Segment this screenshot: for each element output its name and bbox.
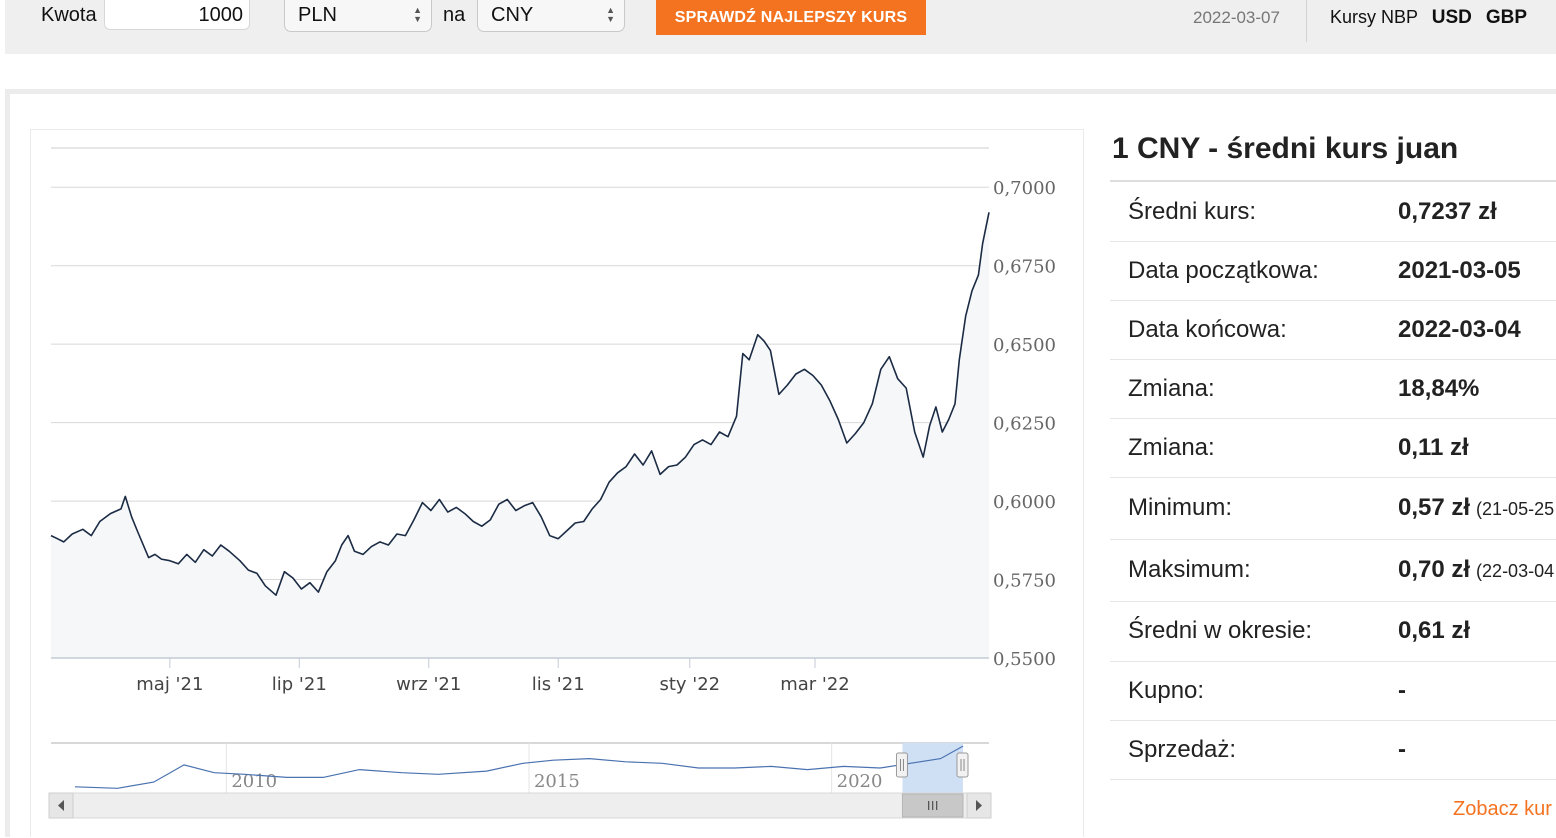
converter-bar: Kwota 1000 PLN ▲ ▼ na CNY ▲ ▼ SPRAWDŹ NAJL… (5, 0, 1556, 54)
main-panel (5, 89, 1556, 837)
y-tick-label: 0,6250 (993, 414, 1056, 435)
info-value-text: 0,11 zł (1398, 434, 1469, 461)
rate-series-line (50, 212, 990, 596)
info-value-text: 2021-03-05 (1398, 257, 1521, 284)
info-label: Średni w okresie: (1128, 617, 1313, 644)
info-row: Średni kurs: 0,7237 zł (1110, 182, 1556, 242)
info-label: Data końcowa: (1128, 316, 1287, 343)
exchange-rate-chart: 0,5500 0,5750 0,6000 0,6250 0,6500 0,6750 0,70… (30, 129, 1084, 837)
info-value-text: 0,7237 zł (1398, 198, 1497, 225)
scrollbar-track[interactable] (48, 792, 992, 819)
info-value-text: 0,57 zł (1398, 494, 1471, 521)
info-value-text: 0,70 zł (1398, 556, 1471, 583)
navigator-series-line (74, 745, 964, 789)
info-label: Kupno: (1128, 677, 1205, 704)
chart-svg: 0,5500 0,5750 0,6000 0,6250 0,6500 0,6750 0,70… (48, 147, 1056, 819)
info-label: Maksimum: (1128, 556, 1251, 583)
rate-date: 2022-03-07 (1193, 8, 1280, 27)
chart-area (51, 212, 989, 659)
rate-title: 1 CNY - średni kurs juan (1112, 132, 1459, 165)
info-value-date: (22-03-04 (1476, 561, 1555, 581)
to-currency-select[interactable]: CNY ▲ ▼ (477, 0, 625, 32)
info-value-text: - (1398, 736, 1406, 763)
select-arrows-icon: ▲ ▼ (413, 5, 422, 24)
info-value-date: (21-05-25 (1476, 499, 1555, 519)
info-label: Zmiana: (1128, 434, 1215, 461)
info-value: 0,7237 zł (1398, 198, 1497, 226)
from-currency-value: PLN (298, 4, 337, 26)
info-row: Data początkowa: 2021-03-05 (1110, 241, 1556, 301)
y-tick-label: 0,6750 (993, 257, 1056, 278)
y-tick-label: 0,6000 (993, 492, 1056, 513)
y-tick-label: 0,6500 (993, 335, 1056, 356)
info-value: 2021-03-05 (1398, 257, 1521, 285)
info-label: Sprzedaż: (1128, 736, 1237, 763)
info-row: Maksimum: 0,70 zł (22-03-04 (1110, 539, 1556, 602)
x-tick-label: maj '21 (136, 674, 203, 695)
info-value: - (1398, 736, 1406, 764)
divider (1306, 0, 1307, 42)
info-value-text: - (1398, 677, 1406, 704)
nbp-rates: Kursy NBP USD GBP (1330, 7, 1527, 29)
info-row: Minimum: 0,57 zł (21-05-25 (1110, 477, 1556, 540)
amount-label: Kwota (41, 4, 97, 26)
x-tick-label: wrz '21 (396, 674, 461, 695)
info-row: Sprzedaż: - (1110, 720, 1556, 780)
from-currency-select[interactable]: PLN ▲ ▼ (284, 0, 432, 32)
info-value: 0,11 zł (1398, 434, 1469, 462)
y-tick-label: 0,5500 (993, 649, 1056, 670)
chevron-left-icon (58, 800, 64, 811)
title-underline (1110, 180, 1556, 182)
x-tick-label: lip '21 (272, 674, 327, 695)
navigator-background (51, 743, 989, 793)
info-label: Zmiana: (1128, 375, 1215, 402)
see-more-link[interactable]: Zobacz kur (1453, 798, 1552, 820)
nbp-link-usd[interactable]: USD (1431, 7, 1472, 28)
y-tick-label: 0,7000 (993, 178, 1056, 199)
info-row: Zmiana: 18,84% (1110, 359, 1556, 419)
check-best-rate-button[interactable]: SPRAWDŹ NAJLEPSZY KURS (656, 0, 926, 35)
navigator-handle[interactable] (895, 752, 908, 778)
info-label: Minimum: (1128, 494, 1233, 521)
amount-input[interactable]: 1000 (104, 0, 250, 30)
info-value: 2022-03-04 (1398, 316, 1521, 344)
info-value: 18,84% (1398, 375, 1479, 403)
info-value-text: 18,84% (1398, 375, 1480, 402)
chevron-right-icon (976, 800, 982, 811)
info-value-text: 0,61 zł (1398, 617, 1471, 644)
nbp-label: Kursy NBP (1330, 7, 1418, 27)
info-value-text: 2022-03-04 (1398, 316, 1521, 343)
info-value: - (1398, 677, 1406, 705)
navigator-year-label: 2020 (837, 771, 883, 792)
x-tick-label: mar '22 (780, 674, 850, 695)
nbp-link-gbp[interactable]: GBP (1485, 7, 1528, 28)
info-value: 0,57 zł (21-05-25 (1398, 494, 1554, 522)
navigator-year-label: 2015 (534, 771, 580, 792)
info-row: Data końcowa: 2022-03-04 (1110, 300, 1556, 360)
navigator-handle[interactable] (956, 752, 969, 778)
info-label: Średni kurs: (1128, 198, 1257, 225)
to-currency-value: CNY (491, 4, 534, 26)
info-value: 0,61 zł (1398, 617, 1470, 645)
y-tick-label: 0,5750 (993, 571, 1056, 592)
info-label: Data początkowa: (1128, 257, 1319, 284)
x-tick-label: lis '21 (532, 674, 585, 695)
to-label: na (443, 4, 466, 26)
info-row: Kupno: - (1110, 661, 1556, 721)
select-arrows-icon: ▲ ▼ (606, 5, 615, 24)
info-value: 0,70 zł (22-03-04 (1398, 556, 1554, 584)
info-row: Zmiana: 0,11 zł (1110, 418, 1556, 478)
info-row: Średni w okresie: 0,61 zł (1110, 601, 1556, 662)
x-tick-label: sty '22 (659, 674, 720, 695)
